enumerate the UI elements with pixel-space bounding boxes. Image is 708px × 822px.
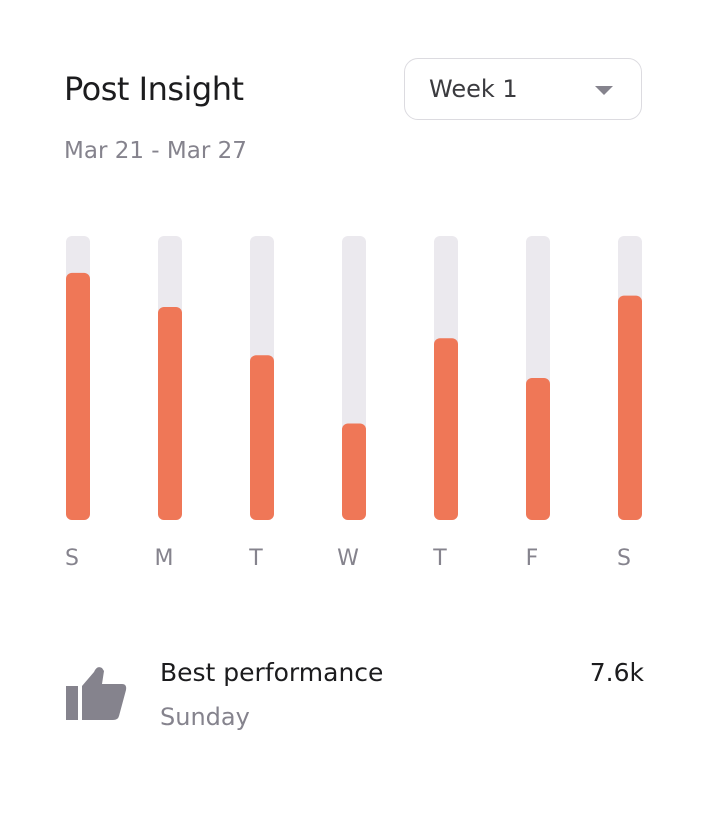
x-tick-label: S [617,546,631,571]
bar[interactable] [250,355,274,520]
x-tick-label: T [432,546,447,571]
best-value: 7.6k [589,658,644,687]
caret-down-icon [595,86,613,95]
bar[interactable] [526,378,550,520]
x-tick-label: W [337,546,359,571]
x-tick-label: M [155,546,174,571]
date-range: Mar 21 - Mar 27 [64,138,247,164]
x-tick-label: F [526,546,539,571]
thumbs-up-icon [66,667,127,720]
week-dropdown-value: Week 1 [429,75,518,103]
best-day: Sunday [160,703,250,731]
bar[interactable] [158,307,182,520]
bar[interactable] [434,338,458,520]
bar[interactable] [66,272,90,520]
week-dropdown[interactable]: Week 1 [404,58,642,120]
x-tick-label: S [65,546,79,571]
bar[interactable] [342,423,366,520]
page-title: Post Insight [64,70,244,108]
bar[interactable] [618,295,642,520]
x-tick-label: T [248,546,263,571]
best-performance-label: Best performance [160,658,384,687]
